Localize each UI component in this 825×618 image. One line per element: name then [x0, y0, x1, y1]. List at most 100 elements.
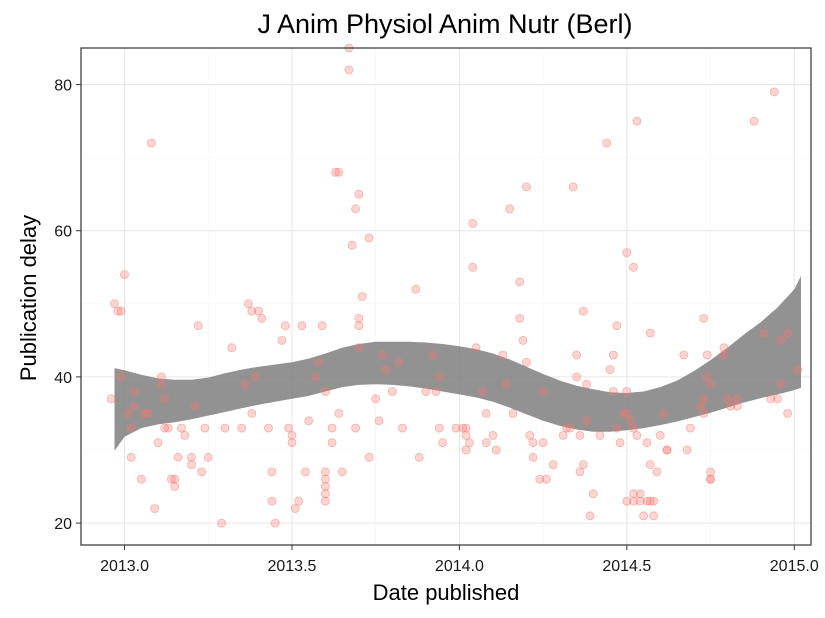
data-point [130, 387, 140, 396]
data-point [351, 204, 361, 214]
data-point [180, 430, 190, 440]
axis-ticks: 2013.0 2013.5 2014.0 2014.5 2015.0 20 40 60 80 [54, 78, 819, 575]
data-point [558, 430, 568, 440]
data-point [264, 423, 273, 433]
data-point [140, 408, 150, 418]
data-point [642, 438, 652, 448]
data-point [243, 299, 253, 309]
data-point [247, 408, 257, 418]
data-point [629, 262, 638, 272]
data-point [515, 277, 525, 287]
data-point [314, 357, 324, 367]
data-point [639, 511, 648, 521]
data-point [568, 182, 578, 192]
data-point [578, 460, 588, 470]
data-point [468, 218, 478, 228]
data-point [605, 365, 615, 375]
data-point [706, 474, 715, 484]
data-point [783, 328, 792, 338]
data-point [166, 474, 176, 484]
data-point [622, 408, 632, 418]
data-point [320, 467, 330, 477]
data-point [156, 372, 166, 382]
data-point [354, 321, 364, 331]
data-point [126, 452, 136, 462]
data-point [451, 423, 461, 433]
data-point [280, 321, 290, 331]
data-point [776, 379, 786, 389]
data-point [722, 394, 732, 404]
smooth-ribbon-layer [114, 276, 801, 451]
x-tick-label: 2013.5 [267, 558, 316, 575]
data-point [622, 248, 632, 258]
data-point [357, 292, 367, 301]
data-point [287, 438, 297, 448]
data-point [344, 65, 354, 75]
data-point [187, 452, 196, 462]
data-point [461, 430, 471, 440]
data-point [525, 430, 535, 440]
data-point [217, 518, 227, 528]
data-point [706, 467, 715, 477]
data-point [411, 284, 421, 294]
data-point [364, 452, 374, 462]
data-point [619, 408, 628, 418]
data-point [572, 350, 581, 360]
data-point [609, 387, 618, 396]
data-point [522, 182, 531, 192]
data-point [615, 438, 625, 448]
data-point [250, 372, 260, 382]
data-point [374, 416, 384, 426]
data-point [542, 474, 551, 484]
data-point [434, 372, 444, 382]
data-point [381, 365, 391, 375]
data-point [190, 401, 200, 411]
data-point [284, 423, 294, 433]
data-point [320, 474, 330, 484]
data-point [247, 306, 257, 316]
data-point [220, 423, 230, 433]
data-point [143, 408, 153, 418]
data-point [662, 445, 672, 455]
data-point [679, 350, 689, 360]
data-point [732, 401, 742, 411]
data-point [327, 423, 337, 433]
data-point [351, 423, 361, 433]
data-point [632, 430, 642, 440]
data-point [113, 306, 123, 316]
data-point [170, 482, 180, 491]
data-point [156, 379, 166, 389]
data-point [635, 489, 645, 499]
data-point [645, 496, 655, 506]
data-point [267, 496, 277, 506]
data-point [126, 423, 136, 433]
smooth-confidence-ribbon [114, 276, 801, 451]
data-point [270, 518, 280, 528]
data-point [572, 372, 581, 382]
y-tick-label: 60 [54, 224, 72, 241]
data-point [458, 423, 468, 433]
data-point [515, 313, 525, 323]
data-point [481, 408, 491, 418]
data-point [428, 350, 438, 360]
data-point [398, 423, 407, 433]
data-point [508, 408, 518, 418]
data-point [702, 372, 712, 382]
data-point [505, 204, 515, 214]
data-point [438, 438, 448, 448]
panel-border [80, 47, 812, 546]
data-point [622, 387, 632, 396]
data-point [237, 423, 247, 433]
chart-title: J Anim Physiol Anim Nutr (Berl) [257, 9, 632, 39]
data-point [501, 379, 511, 389]
data-point [354, 343, 364, 353]
y-axis-title: Publication delay [16, 215, 41, 381]
data-point [612, 321, 622, 331]
data-point [334, 408, 344, 418]
data-point [491, 445, 501, 455]
data-point [699, 408, 709, 418]
data-point [481, 438, 491, 448]
data-point [434, 423, 444, 433]
